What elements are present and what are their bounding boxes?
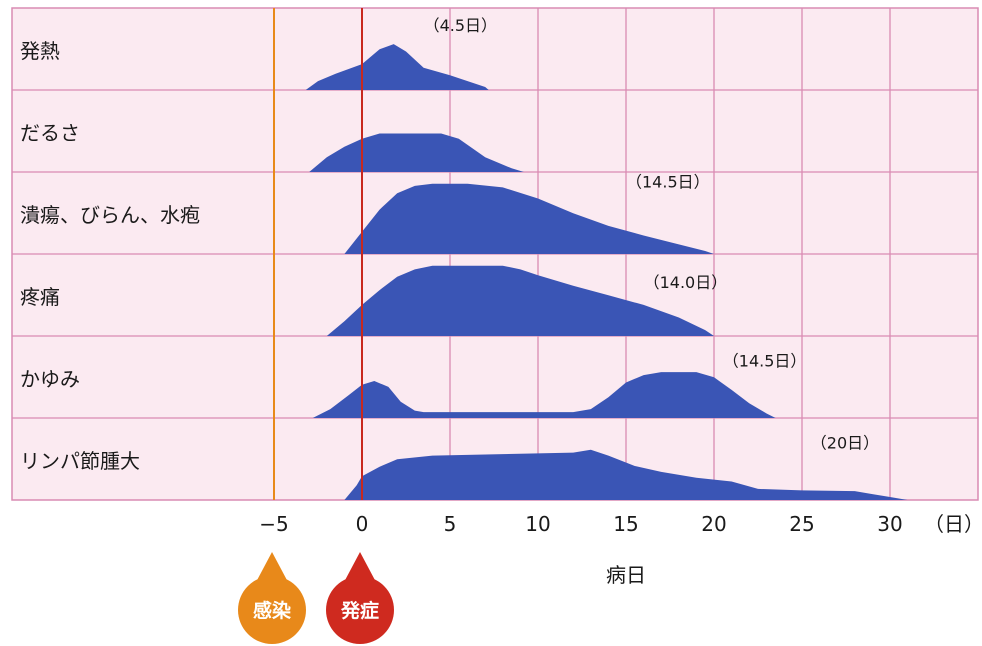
x-tick-label: 10 — [525, 512, 550, 536]
symptom-label: リンパ節腫大 — [20, 449, 140, 473]
x-unit-label: （日） — [924, 512, 982, 536]
duration-label: （4.5日） — [424, 16, 497, 35]
area-series-4 — [326, 265, 714, 336]
duration-label: （14.5日） — [723, 352, 807, 371]
duration-label: （14.5日） — [626, 173, 710, 192]
symptom-label: 発熱 — [20, 39, 60, 63]
marker-circle — [238, 576, 306, 644]
x-tick-label: 25 — [789, 512, 814, 536]
event-markers: 感染 発症 — [238, 552, 394, 644]
event-marker: 発症 — [326, 552, 394, 644]
symptom-label: 潰瘍、びらん、水疱 — [20, 203, 200, 227]
x-tick-label: 0 — [356, 512, 369, 536]
duration-label: （20日） — [811, 434, 879, 453]
symptom-label: かゆみ — [20, 367, 80, 391]
symptom-areas — [305, 44, 908, 500]
duration-label: （14.0日） — [644, 273, 728, 292]
event-lines — [273, 8, 363, 500]
area-series-5 — [312, 372, 776, 418]
x-tick-labels: −5 0 5 10 15 20 25 30 — [259, 512, 902, 536]
duration-labels: （4.5日） （14.5日） （14.0日） （14.5日） （20日） — [424, 16, 880, 452]
area-series-6 — [344, 449, 908, 500]
x-tick-label: 20 — [701, 512, 726, 536]
marker-pointer — [343, 552, 377, 584]
marker-label: 感染 — [253, 599, 291, 622]
marker-pointer — [255, 552, 289, 584]
x-tick-label: 30 — [877, 512, 902, 536]
area-series-1 — [305, 44, 489, 90]
x-tick-label: 5 — [444, 512, 457, 536]
x-tick-label: 15 — [613, 512, 638, 536]
marker-circle — [326, 576, 394, 644]
x-tick-label: −5 — [259, 512, 288, 536]
x-axis-label: 病日 — [606, 563, 646, 587]
event-marker: 感染 — [238, 552, 306, 644]
symptom-label: だるさ — [20, 121, 80, 145]
marker-label: 発症 — [340, 599, 379, 622]
symptom-label: 疼痛 — [20, 285, 60, 309]
area-series-3 — [344, 183, 714, 254]
